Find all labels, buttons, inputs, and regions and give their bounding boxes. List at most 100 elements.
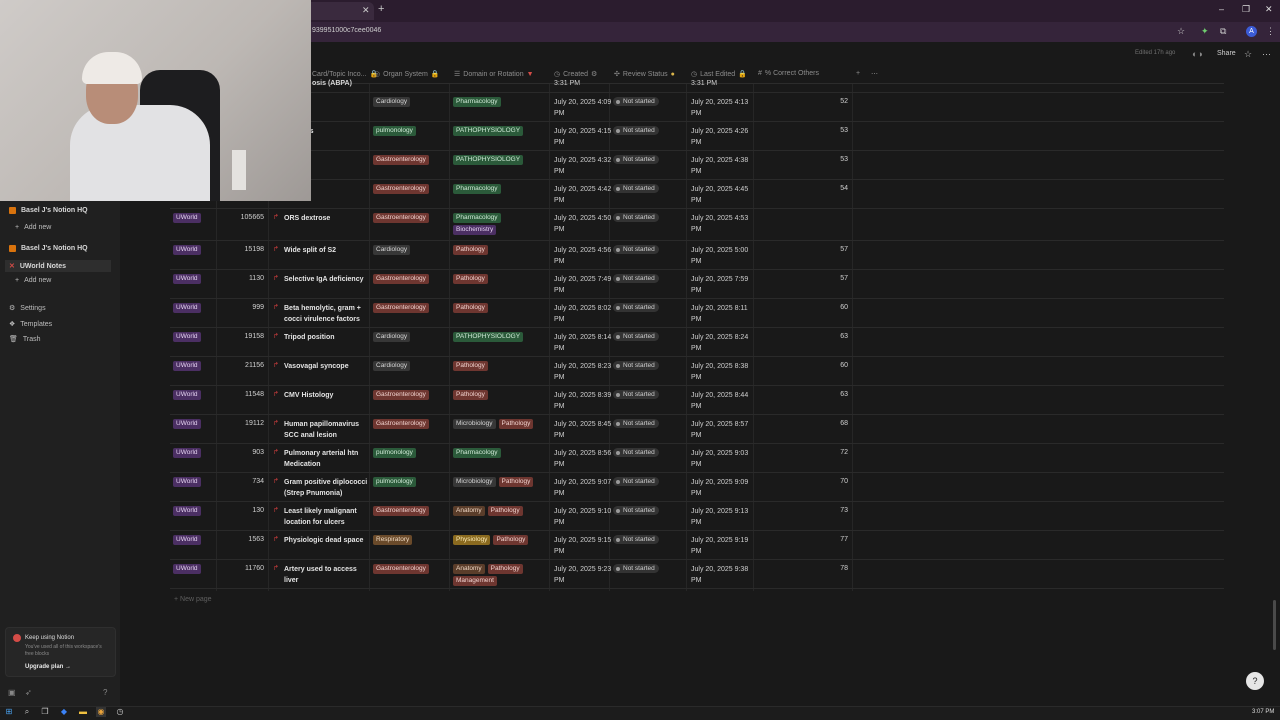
organ-cell[interactable]: Respiratory	[373, 535, 415, 547]
title-cell[interactable]: CMV Histology	[284, 392, 334, 399]
pct-cell[interactable]: 77	[840, 536, 848, 543]
status-cell[interactable]: Not started	[613, 506, 659, 515]
edited-cell[interactable]: July 20, 2025 9:38 PM	[691, 566, 749, 584]
source-cell[interactable]: UWorld	[173, 477, 204, 489]
organ-cell[interactable]: pulmonology	[373, 477, 419, 489]
source-cell[interactable]: UWorld	[173, 448, 204, 460]
clock-app-icon[interactable]: ◷	[116, 707, 124, 716]
source-cell[interactable]: UWorld	[173, 213, 204, 225]
title-cell[interactable]: Tripod position	[284, 334, 335, 341]
status-cell[interactable]: Not started	[613, 535, 659, 544]
title-cell[interactable]: Least likely malignant location for ulce…	[284, 508, 357, 526]
domain-cell[interactable]: Microbiology Pathology	[453, 419, 547, 431]
created-cell[interactable]: July 20, 2025 8:23 PM	[554, 363, 612, 381]
col-header-edited[interactable]: ◷ Last Edited 🔒	[691, 70, 747, 79]
pct-cell[interactable]: 53	[840, 156, 848, 163]
domain-cell[interactable]: Pharmacology	[453, 97, 547, 109]
source-cell[interactable]: UWorld	[173, 245, 204, 257]
created-cell[interactable]: July 20, 2025 4:15 PM	[554, 128, 612, 146]
calendar-icon[interactable]: ▣	[8, 688, 16, 697]
source-cell[interactable]: UWorld	[173, 506, 204, 518]
edited-cell[interactable]: July 20, 2025 4:26 PM	[691, 128, 749, 146]
created-cell[interactable]: July 20, 2025 4:42 PM	[554, 186, 612, 204]
status-cell[interactable]: Not started	[613, 126, 659, 135]
pct-cell[interactable]: 63	[840, 391, 848, 398]
organ-cell[interactable]: Gastroenterology	[373, 274, 432, 286]
col-header-review[interactable]: ✣ Review Status ●	[614, 70, 675, 79]
edited-cell[interactable]: July 20, 2025 8:44 PM	[691, 392, 749, 410]
title-cell[interactable]: Beta hemolytic, gram + cocci virulence f…	[284, 305, 361, 323]
source-cell[interactable]: UWorld	[173, 419, 204, 431]
folder-icon[interactable]: ▬	[79, 707, 87, 716]
restore-icon[interactable]: ❐	[1242, 4, 1251, 14]
sidebar-add-new-2[interactable]: + Add new	[15, 277, 52, 284]
created-cell[interactable]: July 20, 2025 4:09 PM	[554, 99, 612, 117]
status-cell[interactable]: Not started	[613, 213, 659, 222]
sidebar-workspace[interactable]: Basel J's Notion HQ	[9, 207, 88, 214]
pct-cell[interactable]: 78	[840, 565, 848, 572]
address-bar[interactable]	[0, 22, 1280, 42]
domain-cell[interactable]: Pharmacology Biochemistry	[453, 213, 547, 237]
qid-cell[interactable]: 1130	[248, 275, 264, 282]
column-more-icon[interactable]: ⋯	[871, 71, 878, 78]
organ-cell[interactable]: Gastroenterology	[373, 184, 432, 196]
source-cell[interactable]: UWorld	[173, 390, 204, 402]
extensions-puzzle-icon[interactable]: ⧉	[1220, 26, 1227, 36]
edited-cell[interactable]: July 20, 2025 8:24 PM	[691, 334, 749, 352]
domain-cell[interactable]: PATHOPHYSIOLOGY	[453, 126, 547, 138]
edited-cell[interactable]: July 20, 2025 9:13 PM	[691, 508, 749, 526]
qid-cell[interactable]: 21156	[245, 362, 264, 369]
col-header-created[interactable]: ◷ Created ⚙	[554, 70, 598, 79]
source-cell[interactable]: UWorld	[173, 303, 204, 315]
scrollbar[interactable]	[1273, 600, 1276, 650]
qid-cell[interactable]: 19112	[245, 420, 264, 427]
sidebar-add-new[interactable]: + Add new	[15, 224, 52, 231]
qid-cell[interactable]: 105665	[240, 214, 264, 221]
pct-cell[interactable]: 60	[840, 362, 848, 369]
title-cell[interactable]: Pulmonary arterial htn Medication	[284, 450, 359, 468]
domain-cell[interactable]: Pharmacology	[453, 448, 547, 460]
edited-cell[interactable]: July 20, 2025 8:38 PM	[691, 363, 749, 381]
browser-menu-icon[interactable]: ⋮	[1266, 26, 1275, 36]
col-header-title[interactable]: Card/Topic Inco... 🔒	[312, 70, 379, 79]
domain-cell[interactable]: Pathology	[453, 390, 547, 402]
sidebar-workspace-2[interactable]: Basel J's Notion HQ	[9, 245, 88, 252]
created-cell[interactable]: July 20, 2025 9:07 PM	[554, 479, 612, 497]
created-cell[interactable]: July 20, 2025 8:45 PM	[554, 421, 612, 439]
organ-cell[interactable]: Gastroenterology	[373, 303, 432, 315]
status-cell[interactable]: Not started	[613, 448, 659, 457]
qid-cell[interactable]: 734	[252, 478, 264, 485]
qid-cell[interactable]: 1563	[248, 536, 264, 543]
organ-cell[interactable]: Gastroenterology	[373, 213, 432, 225]
sidebar-item-templates[interactable]: ❖ Templates	[9, 320, 53, 329]
created-cell[interactable]: July 20, 2025 9:10 PM	[554, 508, 612, 526]
help-circle-icon[interactable]: ?	[103, 688, 108, 697]
extension-icon[interactable]: ✦	[1201, 26, 1209, 36]
url-text[interactable]: 939951000c7cee0046	[312, 27, 382, 34]
status-cell[interactable]: Not started	[613, 303, 659, 312]
bookmark-star-icon[interactable]: ☆	[1177, 26, 1186, 36]
col-header-organ[interactable]: ◎ Organ System 🔒	[374, 70, 440, 79]
title-cell[interactable]: Gram positive diplococci (Strep Pnumonia…	[284, 479, 368, 497]
pct-cell[interactable]: 52	[840, 98, 848, 105]
col-header-pct[interactable]: #% Correct Others	[758, 70, 819, 77]
search-icon[interactable]: ⌕	[24, 707, 30, 716]
sidebar-item-trash[interactable]: 🗑 Trash	[9, 335, 41, 344]
domain-cell[interactable]: Pathology	[453, 245, 547, 257]
edited-cell[interactable]: July 20, 2025 5:00 PM	[691, 247, 749, 265]
edited-cell[interactable]: July 20, 2025 4:53 PM	[691, 215, 749, 233]
sidebar-item-uworld-notes[interactable]: ✕ UWorld Notes	[5, 260, 111, 272]
created-cell[interactable]: July 20, 2025 4:56 PM	[554, 247, 612, 265]
qid-cell[interactable]: 11548	[245, 391, 264, 398]
pct-cell[interactable]: 57	[840, 246, 848, 253]
profile-avatar[interactable]: A	[1246, 26, 1257, 37]
created-cell[interactable]: July 20, 2025 8:39 PM	[554, 392, 612, 410]
title-cell[interactable]: Artery used to access liver	[284, 566, 357, 584]
title-cell[interactable]: Human papillomavirus SCC anal lesion	[284, 421, 360, 439]
qid-cell[interactable]: 130	[252, 507, 264, 514]
organ-cell[interactable]: Gastroenterology	[373, 564, 432, 576]
favorite-star-icon[interactable]: ☆	[1244, 49, 1253, 59]
browser-tab[interactable]	[300, 2, 374, 20]
status-cell[interactable]: Not started	[613, 477, 659, 486]
domain-cell[interactable]: Physiology Pathology	[453, 535, 547, 547]
